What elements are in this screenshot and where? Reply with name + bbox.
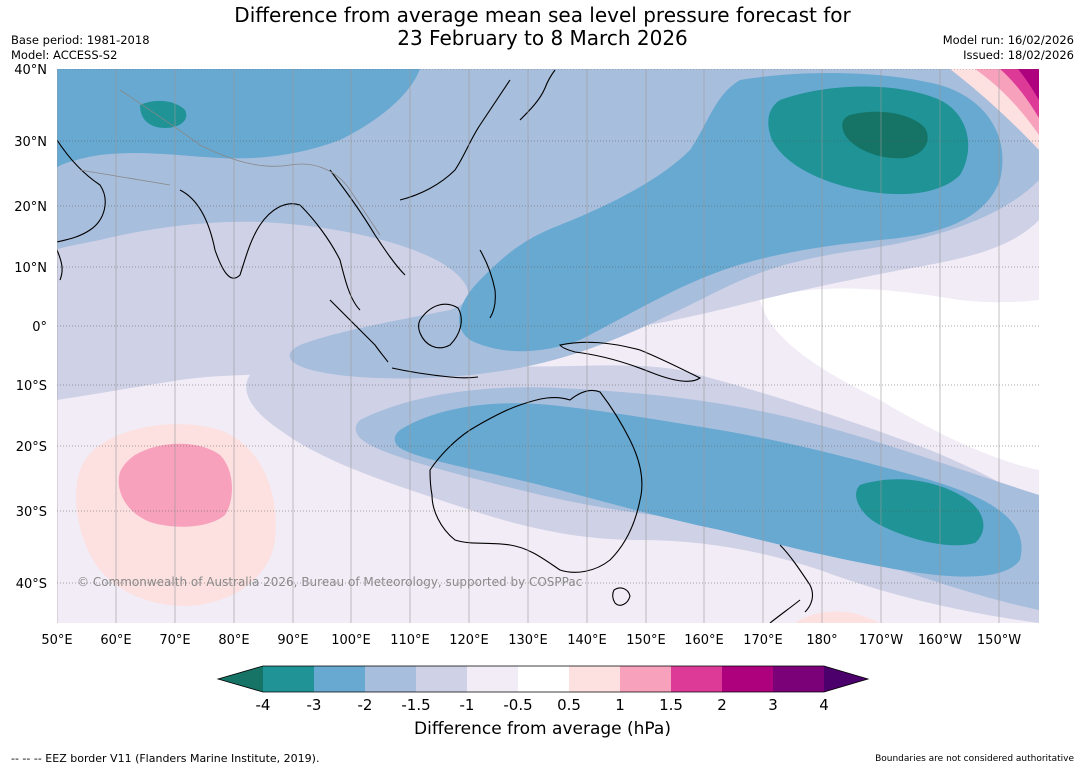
lat-label-30s: 30°S: [16, 505, 47, 520]
lon-label-170e: 170°E: [743, 633, 783, 648]
lon-label-160w: 160°W: [918, 633, 962, 648]
issued-date: Issued: 18/02/2026: [963, 48, 1074, 62]
lon-label-100e: 100°E: [331, 633, 371, 648]
eez-border-note: -- -- -- EEZ border V11 (Flanders Marine…: [11, 752, 320, 765]
coast-tasmania: [612, 587, 631, 606]
coast-australia: [429, 389, 643, 573]
colorbar-outline: [216, 665, 870, 693]
colorbar: -4 -3 -2 -1.5 -1 -0.5 0.5 1 1.5 2 3 4: [216, 665, 870, 714]
anomaly-band-minus2-south: [394, 403, 1022, 577]
coast-madagascar: [57, 249, 63, 281]
lon-label-180: 180°: [806, 633, 837, 648]
lon-label-170w: 170°W: [859, 633, 903, 648]
neutral-region-pacific: [760, 288, 1039, 470]
coast-china: [399, 79, 511, 201]
colorbar-bin-9: [671, 666, 722, 692]
lat-label-40n: 40°N: [14, 63, 47, 78]
lon-label-60e: 60°E: [100, 633, 131, 648]
colorbar-bin-2: [314, 666, 365, 692]
title-line-1: Difference from average mean sea level p…: [234, 3, 851, 27]
colorbar-arrow-left: [218, 666, 263, 692]
colorbar-tick-4: 4: [819, 696, 829, 714]
colorbar-arrow-right: [824, 666, 868, 692]
coast-india: [179, 189, 301, 279]
lon-label-150e: 150°E: [626, 633, 666, 648]
lon-label-150w: 150°W: [977, 633, 1021, 648]
lat-label-40s: 40°S: [16, 577, 47, 592]
meta-left: Base period: 1981-2018 Model: ACCESS-S2: [11, 33, 150, 63]
coast-new-zealand: [769, 544, 814, 623]
coast-japan: [519, 69, 556, 121]
base-period: Base period: 1981-2018: [11, 33, 150, 47]
colorbar-bin-3: [365, 666, 416, 692]
title-line-2: 23 February to 8 March 2026: [397, 26, 688, 50]
colorbar-title: Difference from average (hPa): [414, 719, 671, 739]
lon-label-160e: 160°E: [684, 633, 724, 648]
colorbar-bin-6: [518, 666, 569, 692]
colorbar-tick-1p5: 1.5: [659, 696, 683, 714]
latitude-labels: 40°N 30°N 20°N 10°N 0° 10°S 20°S 30°S 40…: [14, 63, 47, 592]
coast-borneo: [417, 303, 462, 349]
anomaly-band-minus4: [842, 111, 928, 159]
lat-label-10s: 10°S: [16, 379, 47, 394]
colorbar-tick-1: 1: [615, 696, 625, 714]
lon-label-130e: 130°E: [508, 633, 548, 648]
country-borders: [79, 89, 381, 236]
copyright-notice: © Commonwealth of Australia 2026, Bureau…: [77, 575, 583, 589]
colorbar-tick-minus1: -1: [460, 696, 475, 714]
colorbar-tick-minus0p5: -0.5: [503, 696, 532, 714]
coast-philippines: [479, 249, 496, 319]
coast-new-guinea: [559, 341, 702, 382]
colorbar-bin-11: [773, 666, 824, 692]
longitude-labels: 50°E 60°E 70°E 80°E 90°E 100°E 110°E 120…: [41, 633, 1021, 648]
model-run: Model run: 16/02/2026: [942, 33, 1074, 47]
coast-arabia: [57, 139, 106, 243]
lon-label-50e: 50°E: [41, 633, 72, 648]
lon-label-110e: 110°E: [390, 633, 430, 648]
colorbar-tick-2: 2: [717, 696, 727, 714]
lon-label-70e: 70°E: [159, 633, 190, 648]
anomaly-band-minus2: [57, 69, 420, 168]
lat-label-20n: 20°N: [14, 200, 47, 215]
meridians: [57, 69, 1000, 623]
colorbar-bin-10: [722, 666, 773, 692]
colorbar-tick-minus3: -3: [307, 696, 322, 714]
lat-label-30n: 30°N: [14, 135, 47, 150]
coast-southeast-asia: [299, 169, 406, 311]
colorbar-bin-4: [416, 666, 467, 692]
colorbar-bin-1: [263, 666, 314, 692]
colorbar-tick-minus1p5: -1.5: [401, 696, 430, 714]
lon-label-80e: 80°E: [218, 633, 249, 648]
colorbar-bin-5: [467, 666, 518, 692]
colorbar-tick-3: 3: [768, 696, 778, 714]
colorbar-bin-7: [569, 666, 620, 692]
map-title: Difference from average mean sea level p…: [0, 4, 1085, 50]
positive-anomaly-ne-2: [1018, 69, 1039, 100]
positive-anomaly-south: [795, 611, 880, 623]
lon-label-120e: 120°E: [449, 633, 489, 648]
lat-label-20s: 20°S: [16, 440, 47, 455]
anomaly-band-minus3-south: [856, 479, 984, 546]
lon-label-90e: 90°E: [277, 633, 308, 648]
lat-label-0: 0°: [32, 320, 47, 335]
colorbar-tick-0p5: 0.5: [557, 696, 581, 714]
meta-right: Model run: 16/02/2026 Issued: 18/02/2026: [943, 33, 1074, 63]
coast-sumatra: [329, 299, 389, 363]
colorbar-bin-8: [620, 666, 671, 692]
map-area: [57, 69, 1039, 623]
lon-label-140e: 140°E: [567, 633, 607, 648]
positive-anomaly-1: [118, 443, 232, 527]
lat-label-10n: 10°N: [14, 261, 47, 276]
colorbar-tick-minus4: -4: [256, 696, 271, 714]
boundaries-disclaimer: Boundaries are not considered authoritat…: [875, 754, 1074, 764]
coast-java: [391, 367, 479, 379]
colorbar-tick-minus2: -2: [358, 696, 373, 714]
model-name: Model: ACCESS-S2: [11, 48, 118, 62]
coastlines: [57, 69, 814, 623]
